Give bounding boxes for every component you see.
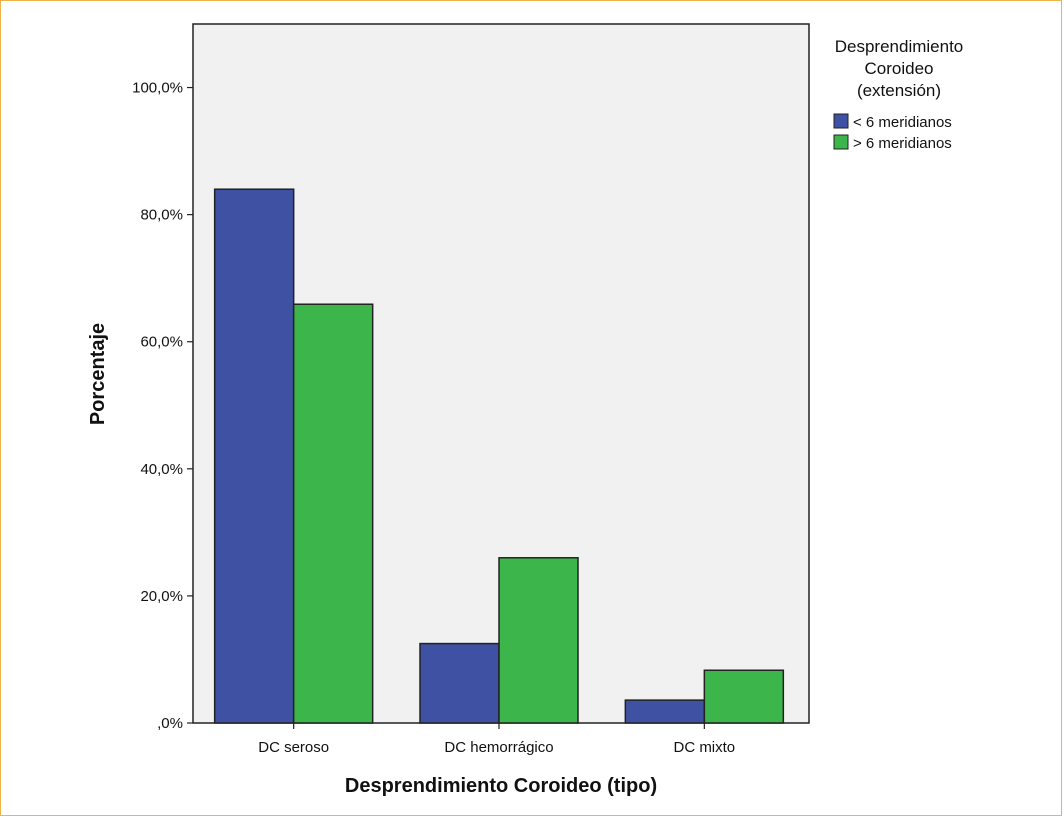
y-tick-label: 20,0%: [140, 588, 183, 605]
legend-title-line-3: (extensión): [857, 81, 941, 100]
bar-lt6-1: [213, 188, 295, 724]
legend-label-gt6: > 6 meridianos: [853, 135, 952, 152]
x-axis: DC seroso DC hemorrágico DC mixto: [258, 723, 735, 756]
bar-lt6-3: [624, 699, 706, 724]
legend-title-line-2: Coroideo: [865, 59, 934, 78]
bars-group: [213, 188, 785, 724]
y-axis-title: Porcentaje: [87, 323, 109, 425]
y-axis: ,0% 20,0% 40,0% 60,0% 80,0% 100,0%: [132, 80, 193, 732]
x-axis-title: Desprendimiento Coroideo (tipo): [345, 775, 657, 797]
y-tick-label: 60,0%: [140, 334, 183, 351]
x-category-label: DC seroso: [258, 739, 329, 756]
x-category-label: DC hemorrágico: [444, 739, 553, 756]
legend-label-lt6: < 6 meridianos: [853, 114, 952, 131]
y-tick-label: ,0%: [157, 715, 183, 732]
bar-lt6-2: [419, 642, 500, 724]
legend-title-line-1: Desprendimiento: [835, 37, 964, 56]
legend-swatch-gt6: [833, 134, 849, 150]
y-tick-label: 80,0%: [140, 207, 183, 224]
y-tick-label: 100,0%: [132, 80, 183, 97]
y-tick-label: 40,0%: [140, 461, 183, 478]
legend: Desprendimiento Coroideo (extensión) < 6…: [833, 37, 964, 152]
bar-gt6-1: [292, 303, 374, 724]
x-category-label: DC mixto: [673, 739, 735, 756]
legend-swatch-lt6: [833, 113, 849, 129]
bar-gt6-3: [703, 669, 785, 724]
bar-gt6-2: [498, 557, 579, 724]
